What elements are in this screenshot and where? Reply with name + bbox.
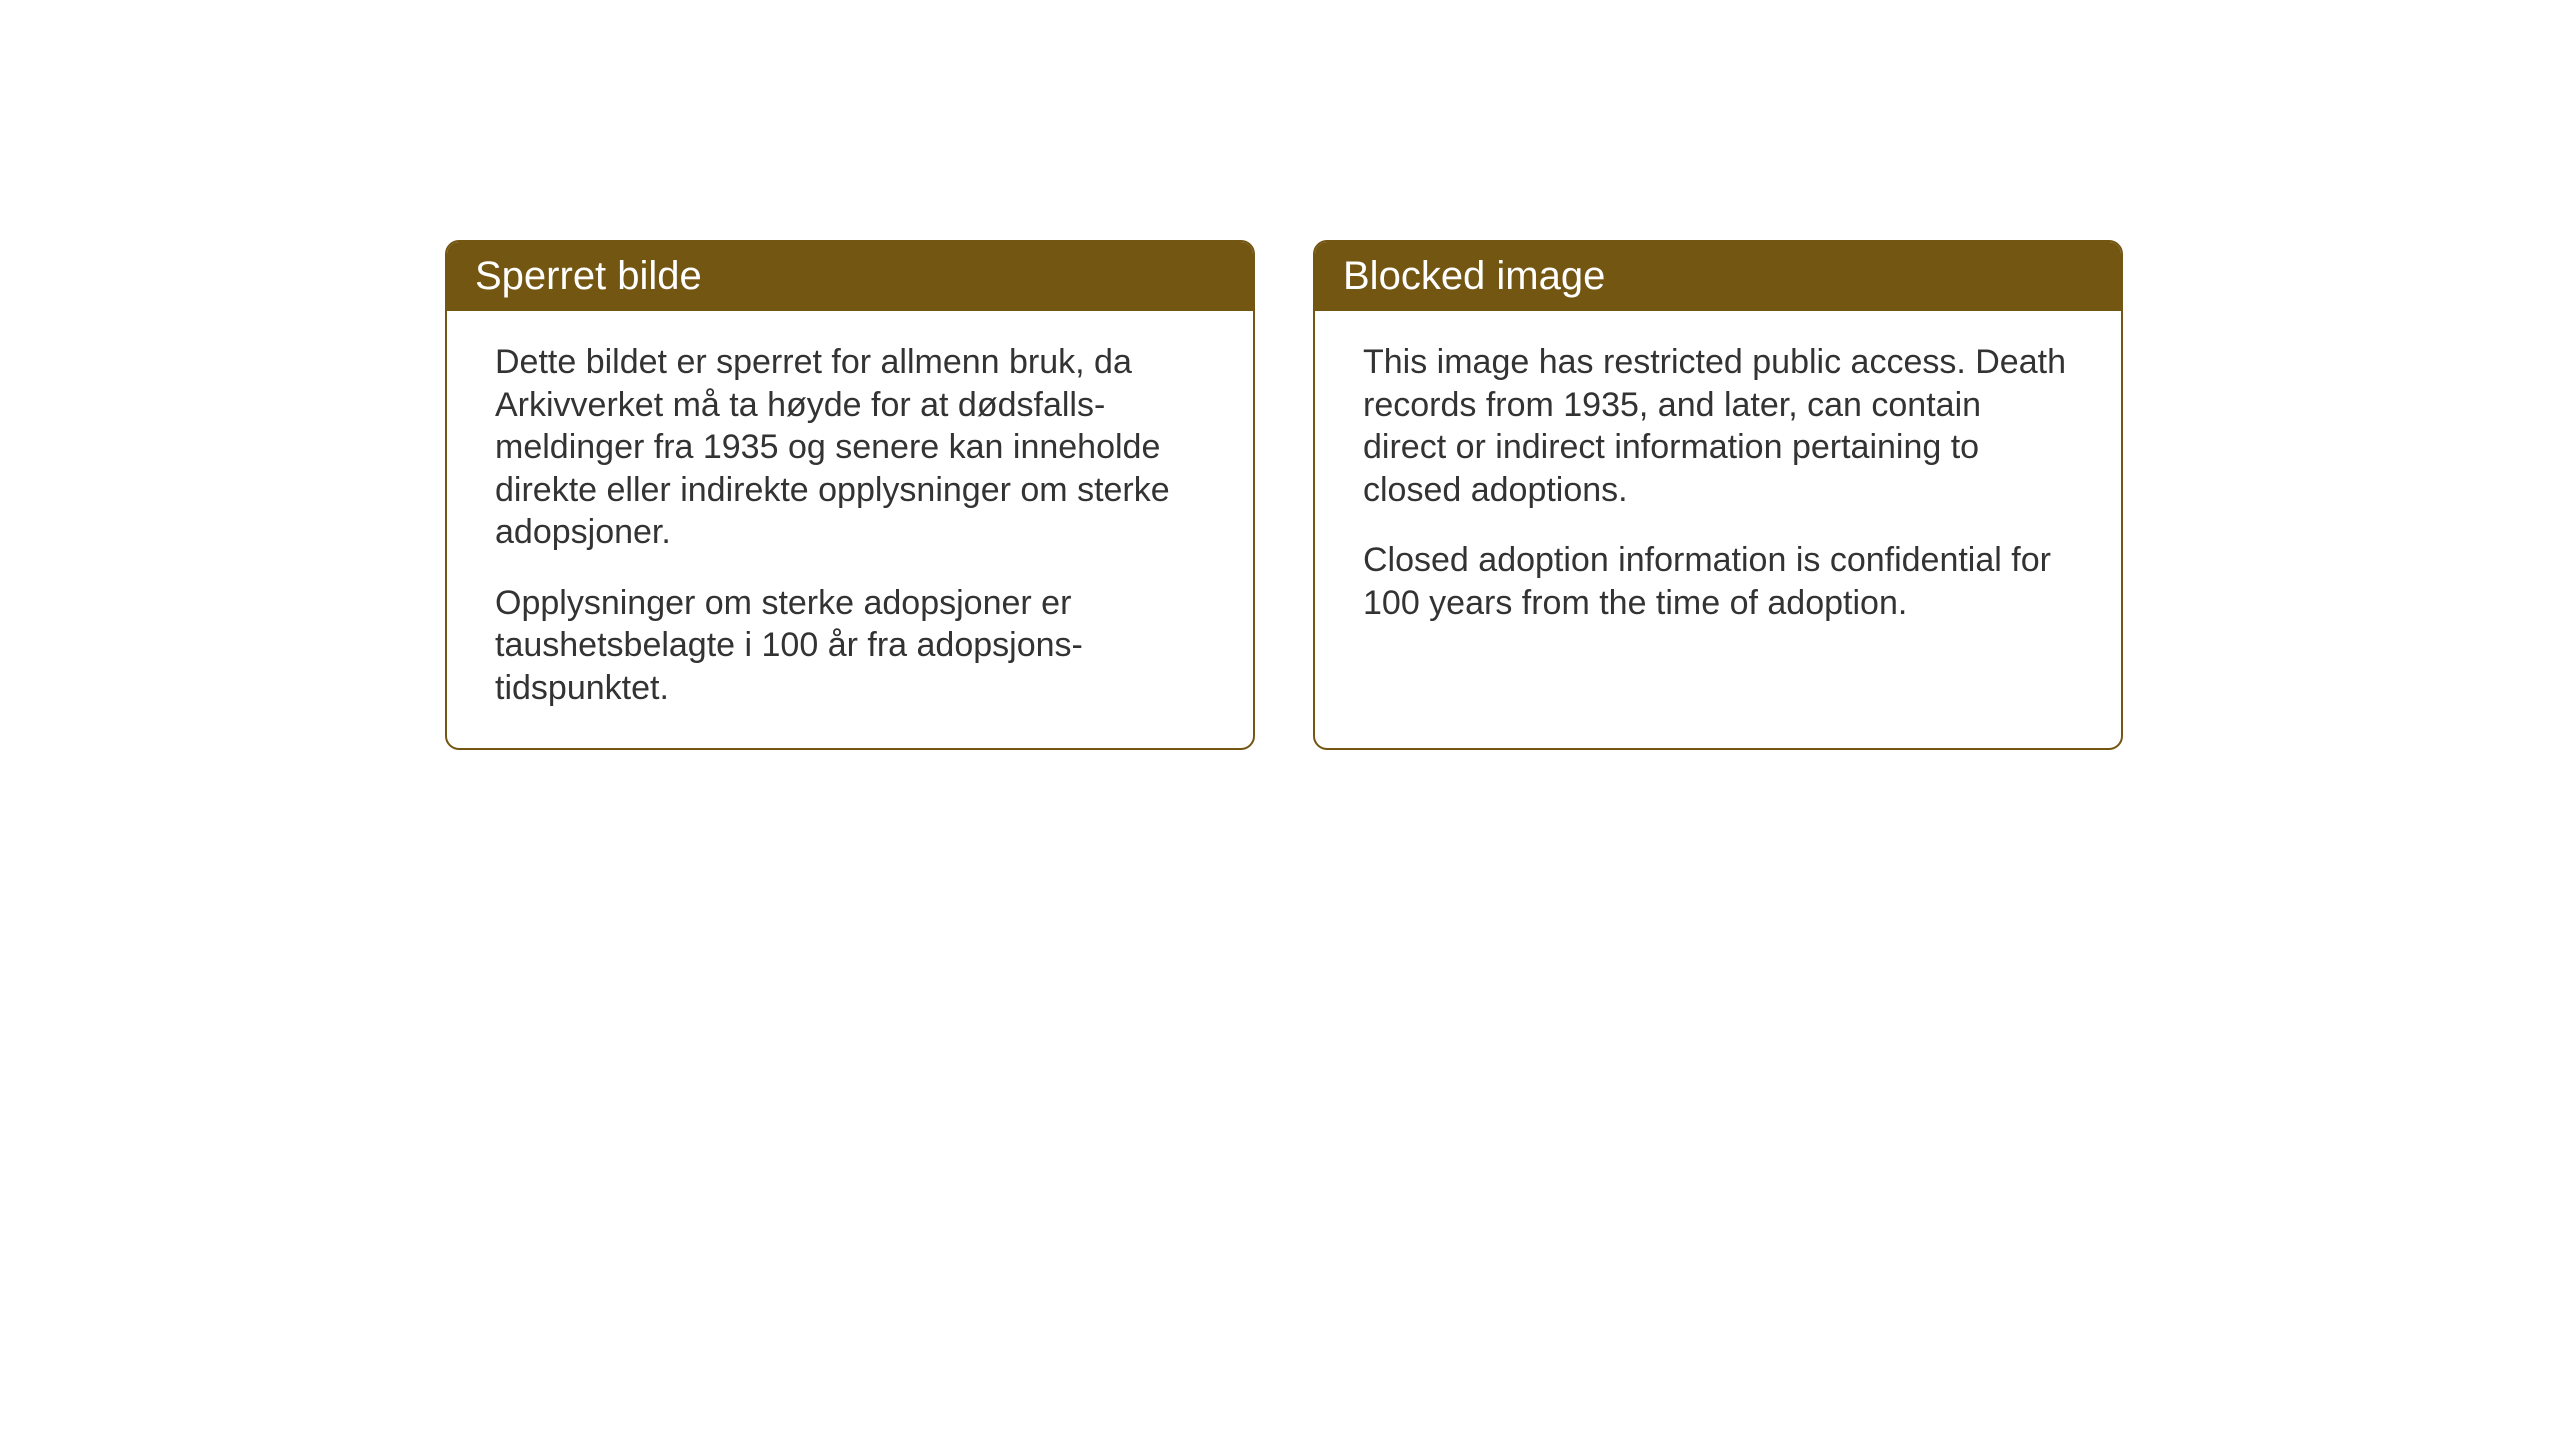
english-paragraph-2: Closed adoption information is confident…: [1363, 539, 2073, 624]
english-paragraph-1: This image has restricted public access.…: [1363, 341, 2073, 511]
english-card-title: Blocked image: [1315, 242, 2121, 311]
english-notice-card: Blocked image This image has restricted …: [1313, 240, 2123, 750]
english-card-body: This image has restricted public access.…: [1315, 311, 2121, 664]
norwegian-paragraph-2: Opplysninger om sterke adopsjoner er tau…: [495, 582, 1205, 710]
norwegian-notice-card: Sperret bilde Dette bildet er sperret fo…: [445, 240, 1255, 750]
notice-cards-container: Sperret bilde Dette bildet er sperret fo…: [445, 240, 2123, 750]
norwegian-card-title: Sperret bilde: [447, 242, 1253, 311]
norwegian-paragraph-1: Dette bildet er sperret for allmenn bruk…: [495, 341, 1205, 554]
norwegian-card-body: Dette bildet er sperret for allmenn bruk…: [447, 311, 1253, 749]
